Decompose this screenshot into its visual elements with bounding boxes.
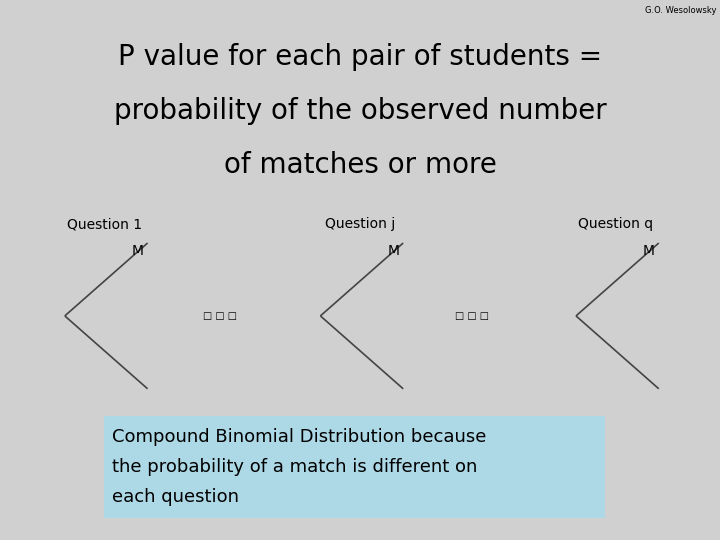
FancyBboxPatch shape	[104, 416, 605, 518]
Text: Question j: Question j	[325, 217, 395, 231]
Text: of matches or more: of matches or more	[224, 151, 496, 179]
Text: the probability of a match is different on: the probability of a match is different …	[112, 458, 477, 476]
Text: Question q: Question q	[578, 217, 653, 231]
Text: Question 1: Question 1	[67, 217, 142, 231]
Text: P value for each pair of students =: P value for each pair of students =	[118, 43, 602, 71]
Text: M: M	[132, 244, 144, 258]
Text: probability of the observed number: probability of the observed number	[114, 97, 606, 125]
Text: G.O. Wesolowsky: G.O. Wesolowsky	[645, 6, 716, 16]
Text: □ □ □: □ □ □	[202, 311, 237, 321]
Text: □ □ □: □ □ □	[454, 311, 489, 321]
Text: Compound Binomial Distribution because: Compound Binomial Distribution because	[112, 428, 486, 447]
Text: each question: each question	[112, 488, 238, 506]
Text: M: M	[643, 244, 655, 258]
Text: M: M	[387, 244, 400, 258]
